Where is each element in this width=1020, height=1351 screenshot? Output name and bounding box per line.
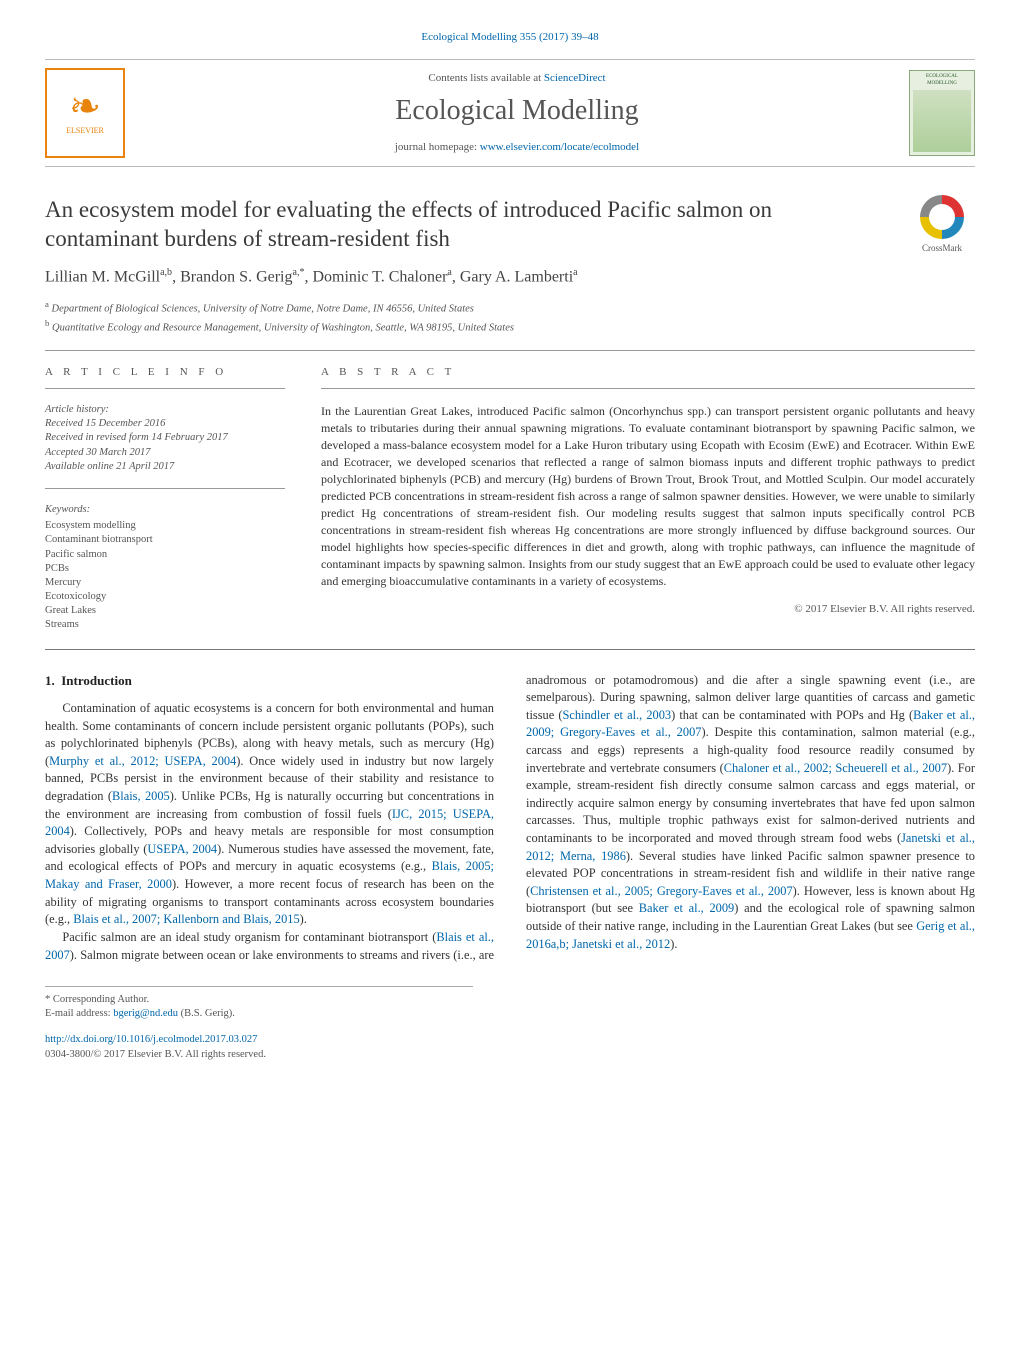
history-label: Article history: <box>45 403 285 417</box>
corresponding-author-note: * Corresponding Author. <box>45 993 473 1007</box>
cover-label: ECOLOGICAL MODELLING <box>913 74 971 88</box>
cover-image-icon <box>913 90 971 152</box>
citation-link[interactable]: USEPA, 2004 <box>147 842 217 856</box>
journal-header: Ecological Modelling 355 (2017) 39–48 <box>45 30 975 45</box>
email-tail: (B.S. Gerig). <box>178 1008 235 1019</box>
author-1-sup: a,b <box>160 267 172 278</box>
divider <box>45 388 285 389</box>
author-3-sup: a <box>447 267 451 278</box>
crossmark-badge[interactable]: CrossMark <box>909 195 975 254</box>
crossmark-label: CrossMark <box>922 243 962 253</box>
publisher-name: ELSEVIER <box>66 126 104 137</box>
author-2-sup: a,* <box>293 267 305 278</box>
keyword: Ecosystem modelling <box>45 519 285 533</box>
abstract: A B S T R A C T In the Laurentian Great … <box>321 365 975 632</box>
abstract-text: In the Laurentian Great Lakes, introduce… <box>321 403 975 590</box>
history-online: Available online 21 April 2017 <box>45 460 285 474</box>
citation-link[interactable]: Blais, 2005 <box>112 789 170 803</box>
author-4-sup: a <box>573 267 577 278</box>
journal-cover-thumb: ECOLOGICAL MODELLING <box>909 70 975 156</box>
author-4: Gary A. Lamberti <box>460 268 573 285</box>
email-label: E-mail address: <box>45 1008 113 1019</box>
keyword: Contaminant biotransport <box>45 533 285 547</box>
affiliation-b: Quantitative Ecology and Resource Manage… <box>52 323 514 334</box>
keyword: Streams <box>45 618 285 632</box>
journal-title: Ecological Modelling <box>125 92 909 130</box>
author-1: Lillian M. McGill <box>45 268 160 285</box>
contents-prefix: Contents lists available at <box>428 72 543 84</box>
doi-copyright: 0304-3800/© 2017 Elsevier B.V. All right… <box>45 1048 975 1062</box>
divider <box>321 388 975 389</box>
citation-link[interactable]: Christensen et al., 2005; Gregory-Eaves … <box>530 884 793 898</box>
article-title: An ecosystem model for evaluating the ef… <box>45 195 891 254</box>
divider <box>45 488 285 489</box>
authors: Lillian M. McGilla,b, Brandon S. Geriga,… <box>45 266 975 288</box>
keyword: Great Lakes <box>45 604 285 618</box>
masthead: ❧ ELSEVIER Contents lists available at S… <box>45 59 975 167</box>
keyword: Mercury <box>45 576 285 590</box>
contents-line: Contents lists available at ScienceDirec… <box>125 71 909 86</box>
affiliations: a Department of Biological Sciences, Uni… <box>45 298 975 336</box>
keyword: Ecotoxicology <box>45 590 285 604</box>
keyword: Pacific salmon <box>45 548 285 562</box>
paragraph: Contamination of aquatic ecosystems is a… <box>45 700 494 929</box>
homepage-link[interactable]: www.elsevier.com/locate/ecolmodel <box>480 141 639 153</box>
elsevier-logo: ❧ ELSEVIER <box>45 68 125 158</box>
article-info-label: A R T I C L E I N F O <box>45 365 285 380</box>
doi: http://dx.doi.org/10.1016/j.ecolmodel.20… <box>45 1033 975 1047</box>
masthead-center: Contents lists available at ScienceDirec… <box>125 71 909 154</box>
abstract-label: A B S T R A C T <box>321 365 975 380</box>
keyword: PCBs <box>45 562 285 576</box>
citation-link[interactable]: Chaloner et al., 2002; Scheuerell et al.… <box>724 761 947 775</box>
email-link[interactable]: bgerig@nd.edu <box>113 1008 178 1019</box>
citation-link[interactable]: Schindler et al., 2003 <box>562 708 671 722</box>
doi-link[interactable]: http://dx.doi.org/10.1016/j.ecolmodel.20… <box>45 1034 257 1045</box>
sciencedirect-link[interactable]: ScienceDirect <box>544 72 606 84</box>
elsevier-tree-icon: ❧ <box>69 88 101 126</box>
citation-link[interactable]: Baker et al., 2009 <box>639 901 735 915</box>
body-text: 1. Introduction Contamination of aquatic… <box>45 672 975 965</box>
section-heading: 1. Introduction <box>45 672 494 690</box>
history-accepted: Accepted 30 March 2017 <box>45 446 285 460</box>
citation-link[interactable]: Blais et al., 2007; Kallenborn and Blais… <box>73 912 299 926</box>
divider <box>45 350 975 351</box>
homepage-line: journal homepage: www.elsevier.com/locat… <box>125 140 909 155</box>
author-2: Brandon S. Gerig <box>180 268 292 285</box>
history-revised: Received in revised form 14 February 201… <box>45 431 285 445</box>
footnotes: * Corresponding Author. E-mail address: … <box>45 986 473 1021</box>
author-3: Dominic T. Chaloner <box>312 268 447 285</box>
homepage-prefix: journal homepage: <box>395 141 480 153</box>
affiliation-a: Department of Biological Sciences, Unive… <box>52 303 474 314</box>
keywords-list: Ecosystem modelling Contaminant biotrans… <box>45 519 285 632</box>
keywords-label: Keywords: <box>45 503 285 517</box>
divider <box>45 649 975 650</box>
history-received: Received 15 December 2016 <box>45 417 285 431</box>
crossmark-icon <box>920 195 964 239</box>
abstract-copyright: © 2017 Elsevier B.V. All rights reserved… <box>321 602 975 617</box>
citation-link[interactable]: Murphy et al., 2012; USEPA, 2004 <box>49 754 236 768</box>
article-info: A R T I C L E I N F O Article history: R… <box>45 365 285 632</box>
